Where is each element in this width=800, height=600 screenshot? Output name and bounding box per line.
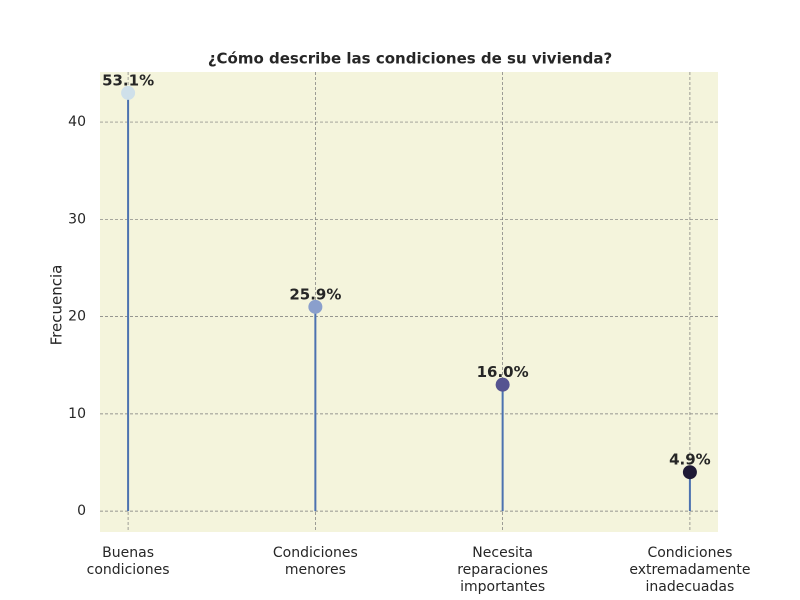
chart-title: ¿Cómo describe las condiciones de su viv… bbox=[208, 50, 612, 68]
marker bbox=[308, 299, 323, 314]
y-tick-label: 0 bbox=[77, 503, 86, 519]
marker bbox=[682, 465, 697, 480]
marker bbox=[121, 85, 136, 100]
x-tick-label: Condiciones menores bbox=[273, 545, 358, 578]
x-tick-label: Necesita reparaciones importantes bbox=[457, 545, 548, 595]
marker bbox=[495, 377, 510, 392]
value-label: 25.9% bbox=[289, 285, 341, 303]
value-label: 4.9% bbox=[669, 451, 711, 469]
x-tick-label: Condiciones extremadamente inadecuadas bbox=[629, 545, 750, 595]
y-tick-label: 40 bbox=[68, 114, 86, 130]
y-tick-label: 30 bbox=[68, 211, 86, 227]
value-label: 16.0% bbox=[477, 363, 529, 381]
plot-area bbox=[100, 72, 718, 532]
x-tick-label: Buenas condiciones bbox=[87, 545, 170, 578]
y-tick-label: 20 bbox=[68, 309, 86, 325]
y-tick-label: 10 bbox=[68, 406, 86, 422]
value-label: 53.1% bbox=[102, 71, 154, 89]
y-axis-label: Frecuencia bbox=[48, 265, 66, 346]
